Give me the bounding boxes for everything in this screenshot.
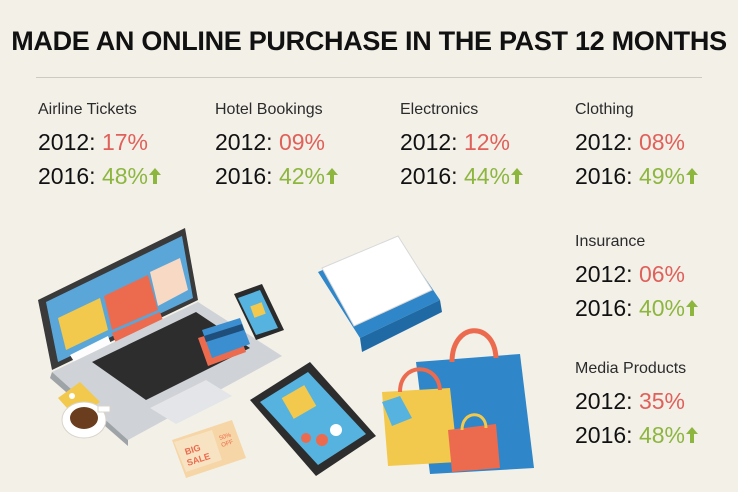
- arrow-up-icon: [686, 300, 698, 316]
- stat-media-products: Media Products 2012: 35% 2016: 48%: [575, 360, 699, 452]
- row-2016: 2016: 49%: [575, 159, 699, 193]
- category-label: Clothing: [575, 101, 634, 118]
- row-2012: 2012: 12%: [400, 125, 524, 159]
- value-2012: 17%: [101, 129, 148, 155]
- stat-hotel-bookings: Hotel Bookings 2012: 09% 2016: 42%: [215, 101, 339, 193]
- year-label: 2012:: [400, 129, 458, 155]
- row-2016: 2016: 40%: [575, 291, 699, 325]
- value-2012: 12%: [463, 129, 510, 155]
- year-label: 2012:: [38, 129, 96, 155]
- title-divider: [36, 77, 702, 78]
- year-label: 2012:: [215, 129, 273, 155]
- year-label: 2016:: [575, 295, 633, 321]
- value-2012: 09%: [278, 129, 325, 155]
- row-2016: 2016: 48%: [575, 418, 699, 452]
- stat-electronics: Electronics 2012: 12% 2016: 44%: [400, 101, 524, 193]
- value-2012: 35%: [638, 388, 685, 414]
- year-label: 2012:: [575, 388, 633, 414]
- category-label: Airline Tickets: [38, 101, 137, 118]
- arrow-up-icon: [686, 427, 698, 443]
- stat-insurance: Insurance 2012: 06% 2016: 40%: [575, 233, 699, 325]
- value-2016: 42%: [278, 163, 325, 189]
- page-title: MADE AN ONLINE PURCHASE IN THE PAST 12 M…: [11, 26, 727, 56]
- category-label: Electronics: [400, 101, 479, 118]
- arrow-up-icon: [149, 168, 161, 184]
- smartphone-icon: [234, 284, 284, 340]
- stat-clothing: Clothing 2012: 08% 2016: 49%: [575, 101, 699, 193]
- year-label: 2012:: [575, 129, 633, 155]
- tablet-icon: [250, 362, 376, 476]
- value-2016: 44%: [463, 163, 510, 189]
- row-2012: 2012: 06%: [575, 257, 699, 291]
- row-2012: 2012: 17%: [38, 125, 162, 159]
- arrow-up-icon: [511, 168, 523, 184]
- category-label: Insurance: [575, 233, 646, 250]
- row-2012: 2012: 35%: [575, 384, 699, 418]
- box-icon: [318, 235, 442, 352]
- year-label: 2012:: [575, 261, 633, 287]
- year-label: 2016:: [400, 163, 458, 189]
- coupon-text-big: BIG: [184, 442, 202, 456]
- row-2016: 2016: 42%: [215, 159, 339, 193]
- coupon-text-off: OFF: [221, 439, 235, 449]
- value-2012: 08%: [638, 129, 685, 155]
- coupon-icon: BIG SALE 50% OFF: [172, 420, 246, 478]
- year-label: 2016:: [215, 163, 273, 189]
- value-2016: 48%: [638, 422, 685, 448]
- year-label: 2016:: [575, 163, 633, 189]
- value-2016: 40%: [638, 295, 685, 321]
- year-label: 2016:: [575, 422, 633, 448]
- year-label: 2016:: [38, 163, 96, 189]
- value-2016: 49%: [638, 163, 685, 189]
- value-2012: 06%: [638, 261, 685, 287]
- credit-card-icon: [198, 318, 250, 366]
- category-label: Hotel Bookings: [215, 101, 323, 118]
- arrow-up-icon: [326, 168, 338, 184]
- coffee-cup-icon: [61, 401, 111, 439]
- stat-airline-tickets: Airline Tickets 2012: 17% 2016: 48%: [38, 101, 162, 193]
- row-2012: 2012: 08%: [575, 125, 699, 159]
- arrow-up-icon: [686, 168, 698, 184]
- row-2016: 2016: 44%: [400, 159, 524, 193]
- category-label: Media Products: [575, 360, 687, 377]
- value-2016: 48%: [101, 163, 148, 189]
- row-2016: 2016: 48%: [38, 159, 162, 193]
- shopping-bag-icon: [382, 328, 534, 474]
- coupon-text-percent: 50%: [219, 432, 233, 442]
- row-2012: 2012: 09%: [215, 125, 339, 159]
